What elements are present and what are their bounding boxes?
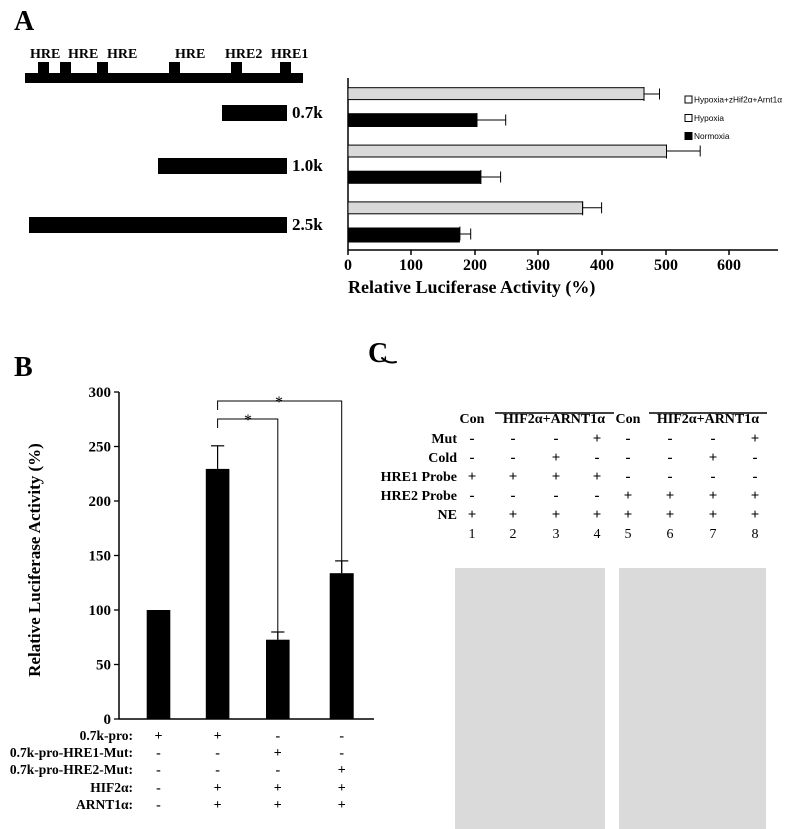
svg-text:HRE2: HRE2 — [225, 47, 262, 62]
svg-text:Hypoxia+zHif2α+Arnt1α: Hypoxia+zHif2α+Arnt1α — [694, 95, 782, 105]
svg-text:0.7k-pro-HRE1-Mut:: 0.7k-pro-HRE1-Mut: — [10, 745, 133, 760]
svg-text:+: + — [214, 729, 222, 744]
svg-text:200: 200 — [89, 494, 112, 510]
svg-text:-: - — [275, 729, 280, 744]
svg-text:*: * — [275, 394, 283, 411]
svg-text:-: - — [156, 746, 161, 761]
svg-text:+: + — [214, 798, 222, 813]
svg-text:*: * — [244, 412, 252, 429]
svg-text:-: - — [339, 746, 344, 761]
svg-text:+: + — [338, 798, 346, 813]
svg-text:HRE: HRE — [30, 47, 60, 62]
svg-text:Relative Luciferase Activity (: Relative Luciferase Activity (%) — [25, 443, 44, 677]
svg-text:250: 250 — [89, 440, 112, 456]
svg-text:-: - — [156, 781, 161, 796]
svg-text:50: 50 — [96, 658, 111, 674]
svg-text:+: + — [274, 781, 282, 796]
svg-text:2.5k: 2.5k — [292, 215, 323, 234]
svg-text:300: 300 — [526, 257, 550, 274]
svg-text:HRE1: HRE1 — [271, 47, 308, 62]
svg-text:400: 400 — [590, 257, 614, 274]
svg-text:-: - — [156, 763, 161, 778]
svg-text:Relative Luciferase Activity (: Relative Luciferase Activity (%) — [348, 277, 595, 298]
svg-text:0.7k-pro:: 0.7k-pro: — [80, 728, 133, 743]
svg-text:-: - — [156, 798, 161, 813]
svg-text:200: 200 — [463, 257, 487, 274]
svg-text:HIF2α:: HIF2α: — [90, 780, 133, 795]
svg-text:-: - — [275, 763, 280, 778]
svg-text:Hypoxia: Hypoxia — [694, 113, 724, 123]
svg-text:1.0k: 1.0k — [292, 156, 323, 175]
svg-text:300: 300 — [89, 385, 112, 401]
svg-text:0.7k: 0.7k — [292, 103, 323, 122]
svg-text:HRE: HRE — [175, 47, 205, 62]
svg-text:150: 150 — [89, 549, 112, 565]
svg-text:500: 500 — [654, 257, 678, 274]
svg-text:-: - — [215, 746, 220, 761]
svg-text:HRE: HRE — [107, 47, 137, 62]
svg-text:+: + — [274, 798, 282, 813]
svg-text:600: 600 — [717, 257, 741, 274]
svg-text:Normoxia: Normoxia — [694, 131, 730, 141]
svg-text:+: + — [338, 763, 346, 778]
svg-text:HRE: HRE — [68, 47, 98, 62]
svg-text:0: 0 — [344, 257, 352, 274]
svg-text:+: + — [214, 781, 222, 796]
svg-text:+: + — [155, 729, 163, 744]
svg-text:+: + — [338, 781, 346, 796]
svg-text:100: 100 — [89, 603, 112, 619]
svg-text:-: - — [215, 763, 220, 778]
svg-text:0.7k-pro-HRE2-Mut:: 0.7k-pro-HRE2-Mut: — [10, 762, 133, 777]
svg-text:100: 100 — [399, 257, 423, 274]
svg-text:+: + — [274, 746, 282, 761]
svg-text:-: - — [339, 729, 344, 744]
svg-text:0: 0 — [104, 712, 112, 728]
svg-text:ARNT1α:: ARNT1α: — [76, 797, 133, 812]
